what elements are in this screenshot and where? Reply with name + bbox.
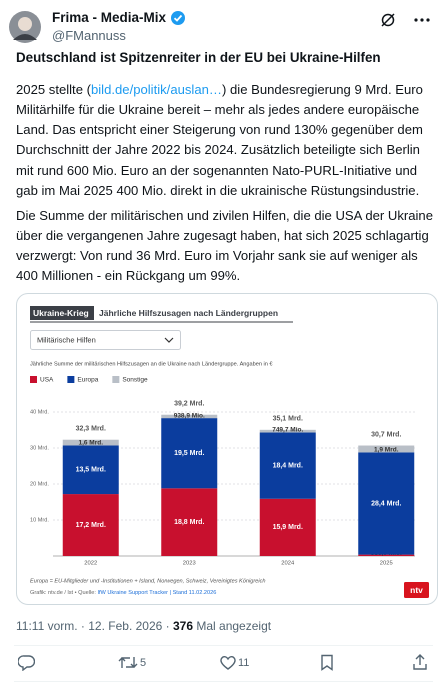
header-icons[interactable] <box>380 12 436 28</box>
author-name[interactable]: Frima - Media-Mix <box>52 10 167 25</box>
source-link[interactable]: IfW Ukraine Support Tracker | Stand 11.0… <box>97 590 216 596</box>
legend-label: USA <box>40 377 54 384</box>
author-handle[interactable]: @FMannuss <box>52 28 126 43</box>
link[interactable]: bild.de/politik/auslan… <box>90 82 222 97</box>
text-line: gab im Mai 2025 400 Mio. direkt in die u… <box>16 182 420 198</box>
bar-segment <box>358 445 415 453</box>
total-label: 32,3 Mrd. <box>76 426 106 433</box>
chart-tag: Ukraine-Krieg <box>33 308 89 318</box>
verified-badge <box>171 11 185 25</box>
bar-segment <box>358 554 415 556</box>
y-tick-label: 20 Mrd. <box>30 481 49 487</box>
logo-box <box>404 582 429 598</box>
views-label: Mal angezeigt <box>196 619 272 633</box>
x-tick-label: 2024 <box>281 561 295 567</box>
legend-swatch <box>112 376 120 383</box>
text-line: mit rund 600 Mio. Euro an der sogenannte… <box>16 162 418 178</box>
source-prefix: Grafik: ntv.de / lst • Quelle: <box>30 590 97 596</box>
image-card[interactable]: Ukraine-Krieg Jährliche Hilfszusagen nac… <box>16 293 438 605</box>
bar-segment <box>161 418 218 489</box>
source: Grafik: ntv.de / lst • Quelle: IfW Ukrai… <box>30 590 216 596</box>
views: 376 <box>172 619 194 633</box>
dropdown-chevron <box>164 337 174 343</box>
y-tick-label: 10 Mrd. <box>30 517 49 523</box>
footnote: Europa = EU-Mitglieder und -Institutione… <box>30 578 265 584</box>
total-label: 30,7 Mrd. <box>371 431 401 438</box>
value-label: 18,8 Mrd. <box>174 519 204 526</box>
total-label: 35,1 Mrd. <box>273 415 303 422</box>
value-label: 13,5 Mrd. <box>76 467 106 474</box>
legend-label: Europa <box>77 377 98 384</box>
bar-segment <box>358 452 415 555</box>
bar-segment <box>62 445 119 495</box>
logo: ntv <box>410 585 423 595</box>
post-title: Deutschland ist Spitzenreiter in der EU … <box>16 50 381 65</box>
dropdown-label: Militärische Hilfen <box>37 335 96 344</box>
text-line: Durchschnitt der Jahre 2022 bis 2024. Zu… <box>16 142 420 158</box>
text-line: verzwergt: Von rund 36 Mrd. Euro im Vorj… <box>16 248 418 263</box>
divider <box>14 681 433 682</box>
bar-segment <box>161 488 218 556</box>
value-label: 15,9 Mrd. <box>273 524 303 531</box>
bar-segment <box>62 439 119 446</box>
like-button[interactable] <box>219 654 237 671</box>
chart-subtitle: Jährliche Summe der militärischen Hilfsz… <box>30 361 273 367</box>
divider <box>14 645 433 646</box>
value-label: 938,9 Mio. <box>174 412 205 419</box>
text-line: über die vergangenen Jahre zugesagt habe… <box>16 228 429 243</box>
value-label: 1,9 Mrd. <box>374 447 399 454</box>
chart: Ukraine-Krieg Jährliche Hilfszusagen nac… <box>30 306 429 598</box>
bar-segment <box>161 414 218 419</box>
bar-segment <box>259 498 316 556</box>
dropdown[interactable] <box>30 330 181 350</box>
value-label: 19,5 Mrd. <box>174 450 204 457</box>
text: 2025 stellte ( <box>16 82 91 97</box>
y-tick-label: 40 Mrd. <box>30 409 49 415</box>
x-tick-label: 2022 <box>84 561 97 567</box>
value-label: 28,4 Mrd. <box>371 500 401 507</box>
legend-label: Sonstige <box>122 377 148 384</box>
bookmark-button[interactable] <box>320 654 334 671</box>
reply-button[interactable] <box>18 654 35 671</box>
retweet-count: 5 <box>140 657 147 669</box>
value-label: 1,6 Mrd. <box>78 440 103 447</box>
bar-segment <box>62 494 119 556</box>
x-tick-label: 2023 <box>183 561 196 567</box>
retweet-button[interactable] <box>118 654 138 671</box>
text-line: 400 Millionen - ein Rückgang um 99%. <box>16 268 241 283</box>
share-button[interactable] <box>412 653 428 671</box>
value-label: 749,7 Mio. <box>272 427 303 434</box>
tag-box <box>30 306 94 320</box>
legend-swatch <box>67 376 75 383</box>
avatar[interactable] <box>8 10 42 44</box>
total-label: 39,2 Mrd. <box>174 401 204 408</box>
value-label: 17,2 Mrd. <box>76 522 106 529</box>
text-line: Die Summe der militärischen und zivilen … <box>16 208 433 223</box>
bar-segment <box>259 429 316 433</box>
text-line: Militärhilfe für die Ukraine bereit – me… <box>16 102 420 117</box>
chart-title: Jährliche Hilfszusagen nach Ländergruppe… <box>99 308 278 318</box>
post-meta: 11:11 vorm. · 12. Feb. 2026 · 376 Mal an… <box>16 619 271 633</box>
like-count: 11 <box>238 657 250 669</box>
bar-segment <box>259 432 316 499</box>
text-line: Land. Das entspricht einer Steigerung vo… <box>16 122 423 138</box>
text: ) die Bundesregierung 9 Mrd. Euro <box>222 82 423 97</box>
y-tick-label: 30 Mrd. <box>30 445 49 451</box>
time-date[interactable]: 11:11 vorm. · 12. Feb. 2026 · <box>16 619 170 633</box>
x-tick-label: 2025 <box>380 561 393 567</box>
legend-swatch <box>30 376 37 383</box>
text-line: 2025 stellte (bild.de/politik/auslan…) d… <box>16 82 423 97</box>
value-label: 18,4 Mrd. <box>273 462 303 469</box>
